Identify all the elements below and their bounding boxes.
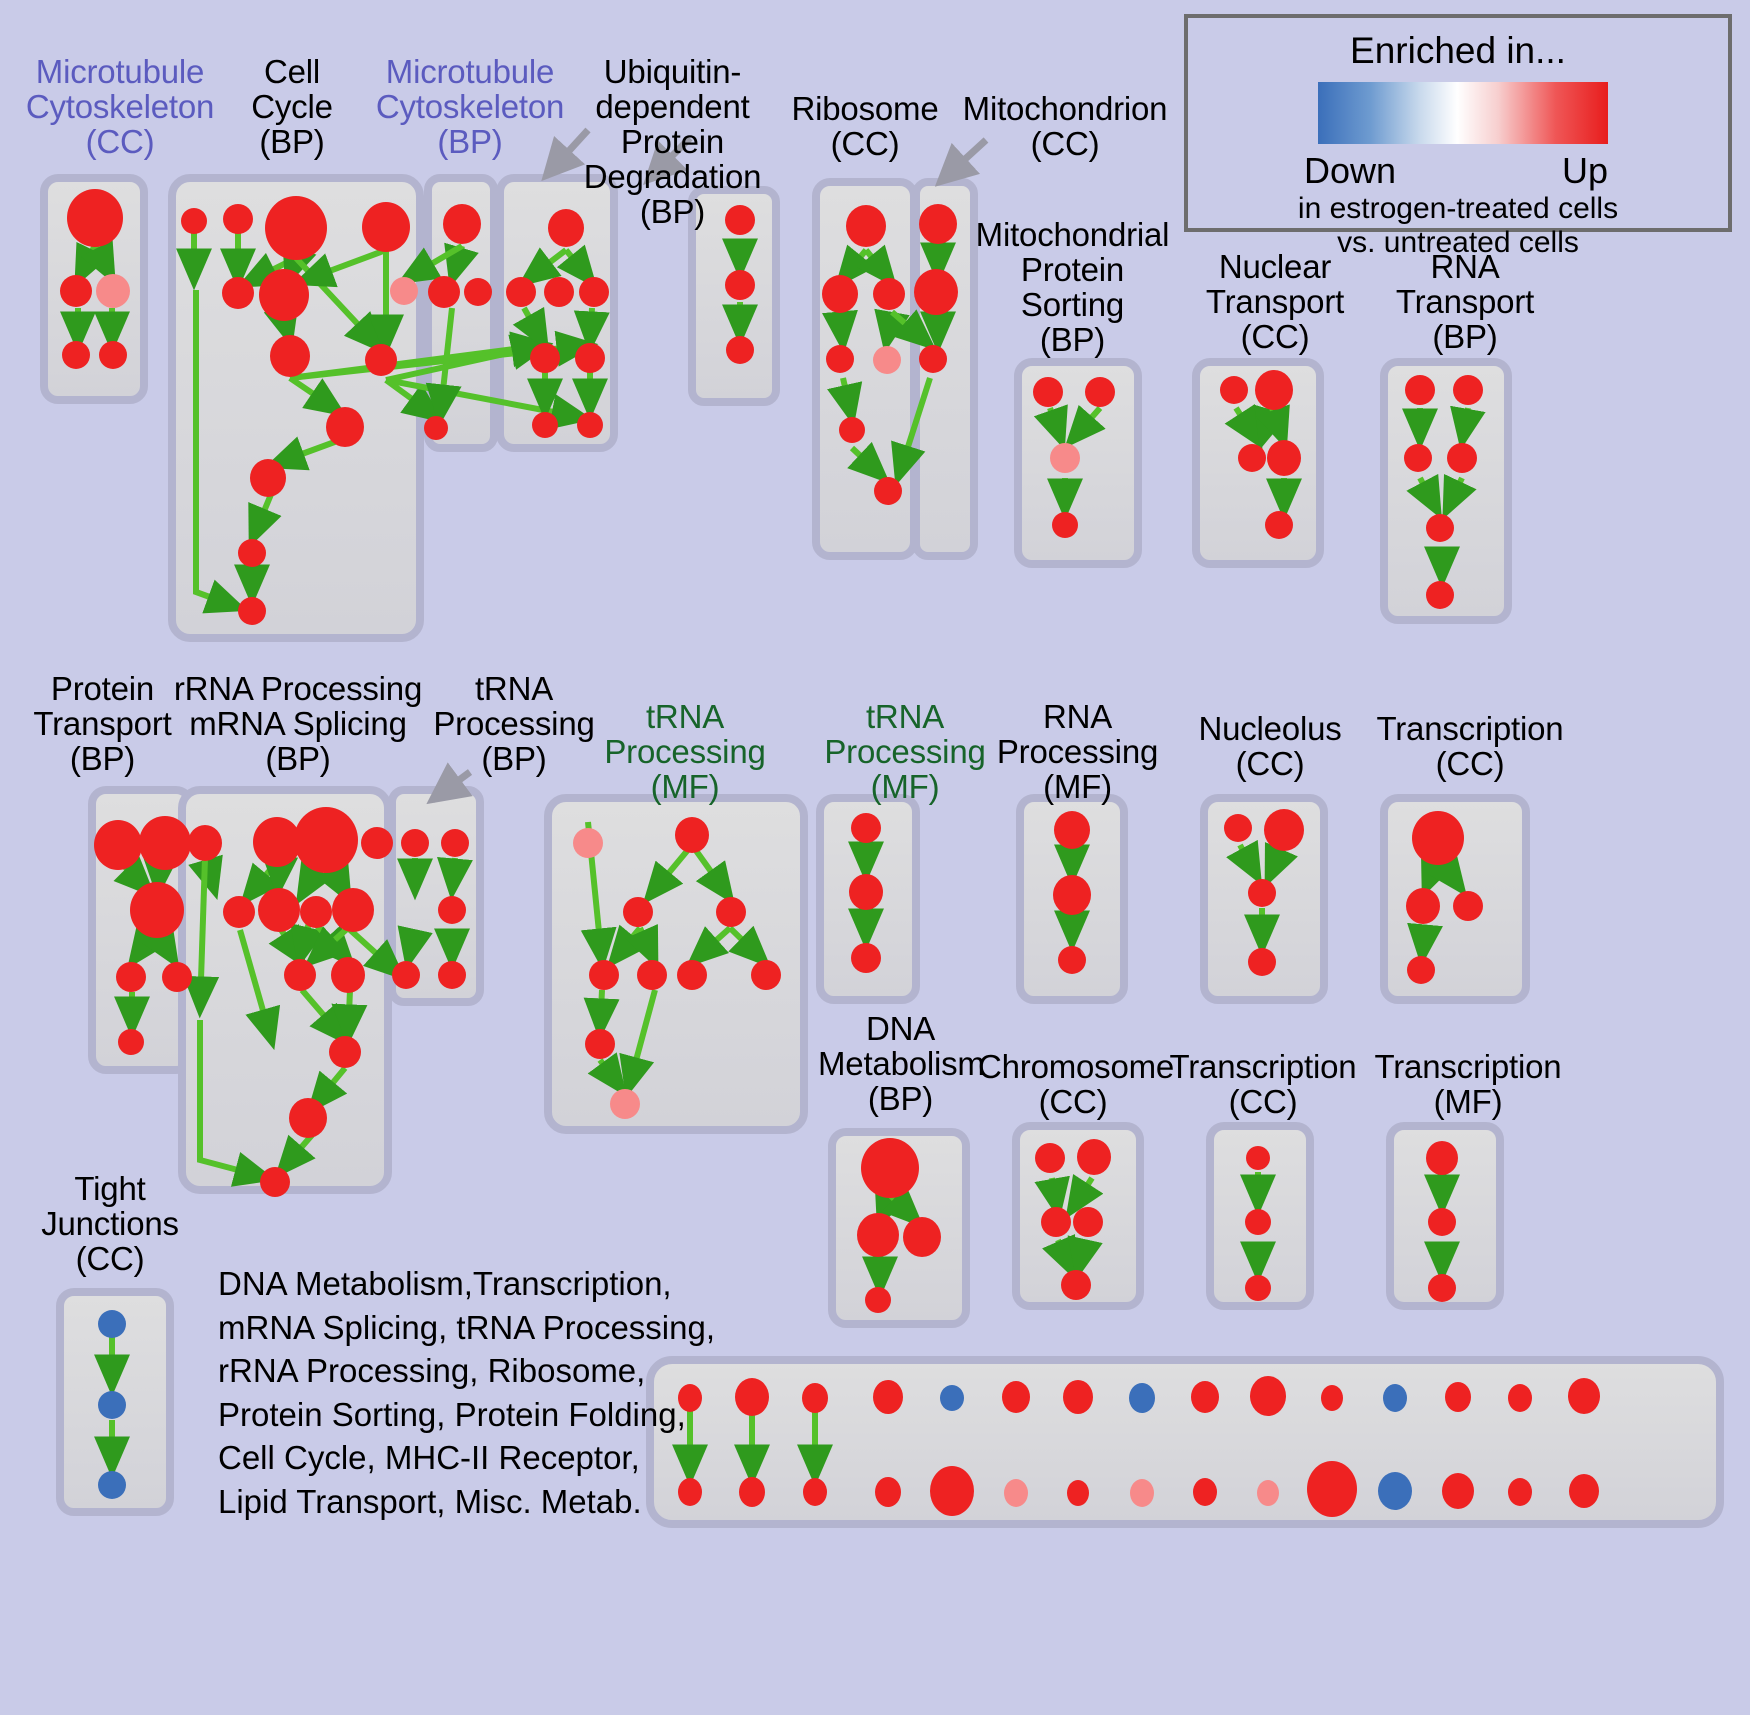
cluster-label-mitochondrion-cc: Mitochondrion (CC) bbox=[962, 90, 1168, 162]
cluster-label-transcription-cc-top: Transcription (CC) bbox=[1376, 710, 1564, 782]
annotation-arrows bbox=[426, 127, 989, 805]
misc-category-list: DNA Metabolism,Transcription, mRNA Splic… bbox=[218, 1265, 716, 1520]
cluster-label-microtubule-cytoskeleton-bp: Microtubule Cytoskeleton (BP) bbox=[375, 53, 565, 160]
cluster-label-chromosome-cc: Chromosome (CC) bbox=[978, 1048, 1175, 1120]
cluster-label-cell-cycle-bp: Cell Cycle (BP) bbox=[251, 53, 333, 160]
legend-title: Enriched in... bbox=[1350, 30, 1566, 71]
cluster-label-trna-processing-mf-1: tRNA Processing (MF) bbox=[604, 698, 766, 805]
cluster-label-transcription-cc-bottom: Transcription (CC) bbox=[1169, 1048, 1357, 1120]
cluster-label-trna-processing-mf-2: tRNA Processing (MF) bbox=[824, 698, 986, 805]
cluster-label-ribosome-cc: Ribosome (CC) bbox=[791, 90, 939, 162]
cluster-label-protein-transport-bp: Protein Transport (BP) bbox=[33, 670, 172, 777]
cluster-label-nucleolus-cc: Nucleolus (CC) bbox=[1198, 710, 1342, 782]
cluster-label-nuclear-transport-cc: Nuclear Transport (CC) bbox=[1205, 248, 1345, 355]
cluster-label-tight-junctions-cc: Tight Junctions (CC) bbox=[41, 1170, 179, 1277]
cluster-label-transcription-mf: Transcription (MF) bbox=[1374, 1048, 1562, 1120]
cluster-label-ubiquitin-dependent-protein-degradation-bp: Ubiquitin- dependent Protein Degradation… bbox=[583, 53, 762, 230]
cluster-label-rna-transport-bp: RNA Transport (BP) bbox=[1395, 248, 1535, 355]
legend-down-label: Down bbox=[1304, 150, 1397, 191]
legend-panel: Enriched in... Down Up in estrogen-treat… bbox=[1184, 14, 1732, 259]
cluster-label-microtubule-cytoskeleton-cc: Microtubule Cytoskeleton (CC) bbox=[25, 53, 215, 160]
legend-color-gradient bbox=[1318, 82, 1608, 144]
legend-subtitle: in estrogen-treated cells vs. untreated … bbox=[1297, 192, 1619, 259]
cluster-label-rna-processing-mf: RNA Processing (MF) bbox=[996, 698, 1159, 805]
legend-up-label: Up bbox=[1561, 150, 1608, 191]
cluster-label-mitochondrial-protein-sorting-bp: Mitochondrial Protein Sorting (BP) bbox=[975, 216, 1170, 358]
cluster-label-dna-metabolism-bp: DNA Metabolism (BP) bbox=[818, 1010, 985, 1117]
cluster-label-trna-processing-bp: tRNA Processing (BP) bbox=[433, 670, 595, 777]
network-nodes bbox=[60, 189, 1600, 1517]
cluster-label-rrna-processing-mrna-splicing-bp: rRNA Processing mRNA Splicing (BP) bbox=[173, 670, 423, 777]
